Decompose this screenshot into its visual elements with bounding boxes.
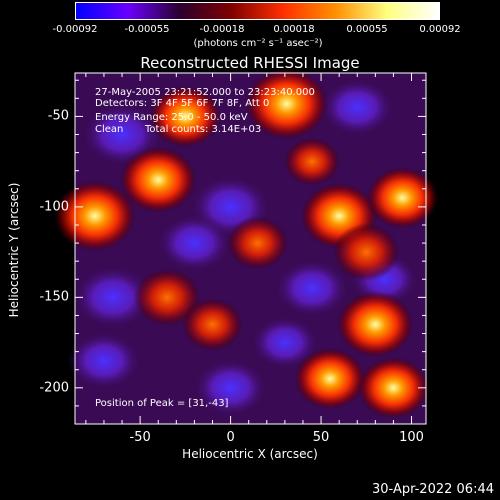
cold-region [251,316,319,369]
hot-region [149,85,222,148]
info-method: Clean [95,124,124,135]
x-tick-label: 50 [312,430,330,445]
info-time-range: 27-May-2005 23:21:52.000 to 23:23:40.000 [95,87,315,98]
x-tick-label: 100 [399,430,424,445]
colorbar-tick-label: -0.00018 [199,24,245,35]
colorbar-tick-label: 0.00055 [346,24,388,35]
x-tick-label: -50 [129,430,151,445]
info-detectors: Detectors: 3F 4F 5F 6F 7F 8F, Att 0 [95,98,270,109]
info-peak-position: Position of Peak = [31,-43] [95,398,229,409]
cold-region [72,265,154,329]
cold-region [193,358,268,417]
chart-title: Reconstructed RHESSI Image [140,54,360,72]
x-tick-label: 0 [226,430,235,445]
heatmap-hot-regions [53,67,439,419]
y-axis-label: Heliocentric Y (arcsec) [7,182,21,318]
hot-region [181,297,244,352]
hot-region [53,180,137,252]
colorbar-tick-label: -0.00055 [124,24,170,35]
hot-region [283,137,341,186]
y-tick-label: -150 [39,289,69,305]
cold-region [157,214,232,272]
hot-region [332,223,400,281]
colorbar-tick-label: 0.00018 [273,24,315,35]
info-total-counts: Total counts: 3.14E+03 [145,124,262,135]
plot-frame [74,72,427,425]
y-tick-label: -50 [47,108,69,124]
cold-region [275,259,349,318]
info-energy-range: Energy Range: 25.0 - 50.0 keV [95,112,248,123]
colorbar-tick-label: 0.00092 [419,24,461,35]
hot-region [357,356,430,419]
cold-region [66,331,141,390]
y-tick-label: -100 [39,199,69,215]
hot-region [119,146,197,214]
colorbar-tick-label: -0.00092 [52,24,98,35]
y-tick-label: -200 [39,380,69,396]
hot-region [294,347,367,410]
x-axis-label: Heliocentric X (arcsec) [182,447,318,461]
footer-date: 30-Apr-2022 06:44 [372,482,494,497]
hot-region [336,291,414,358]
heatmap-plot [53,67,439,425]
colorbar-units: (photons cm⁻² s⁻¹ asec⁻²) [193,38,323,49]
hot-region [244,67,329,140]
hot-region [366,166,439,229]
colorbar [75,2,440,20]
axis-ticks [75,73,426,425]
cold-region [320,78,395,137]
heatmap-cold-regions [66,78,419,417]
hot-region [133,268,201,327]
hot-region [226,216,289,270]
